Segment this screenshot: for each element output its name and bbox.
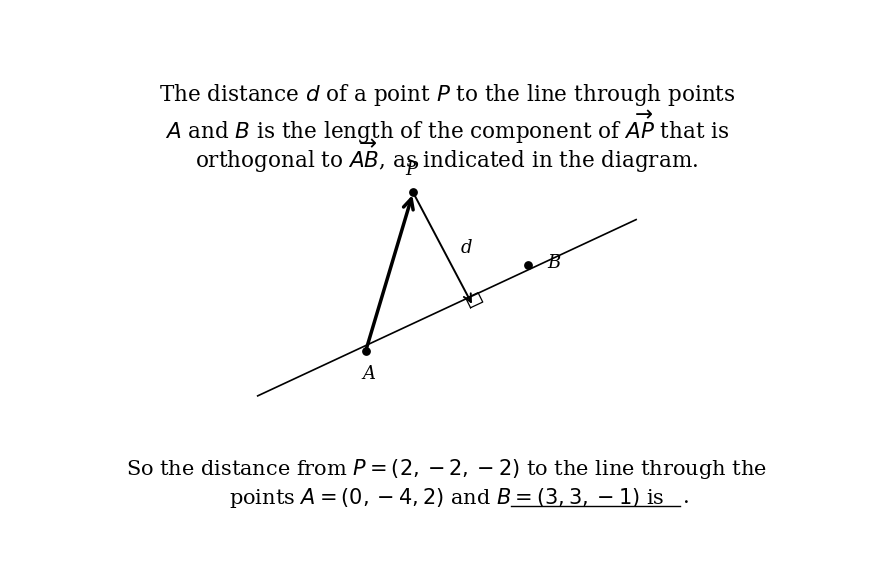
Text: A: A (363, 365, 376, 383)
Point (521, 260, 535, 269)
Text: $A$ and $B$ is the length of the component of $\overrightarrow{AP}$ that is: $A$ and $B$ is the length of the compone… (165, 109, 729, 146)
Text: B: B (547, 254, 560, 272)
Text: P: P (405, 161, 417, 179)
Text: orthogonal to $\overrightarrow{AB}$, as indicated in the diagram.: orthogonal to $\overrightarrow{AB}$, as … (195, 138, 698, 175)
Text: .: . (684, 488, 690, 507)
Text: The distance $d$ of a point $P$ to the line through points: The distance $d$ of a point $P$ to the l… (159, 82, 735, 108)
Text: points $A = (0, -4, 2)$ and $B = (3, 3, -1)$ is: points $A = (0, -4, 2)$ and $B = (3, 3, … (229, 485, 664, 510)
Text: d: d (460, 239, 473, 257)
Text: So the distance from $P = (2, -2, -2)$ to the line through the: So the distance from $P = (2, -2, -2)$ t… (126, 457, 767, 481)
Point (406, 188, 420, 197)
Point (359, 346, 373, 355)
